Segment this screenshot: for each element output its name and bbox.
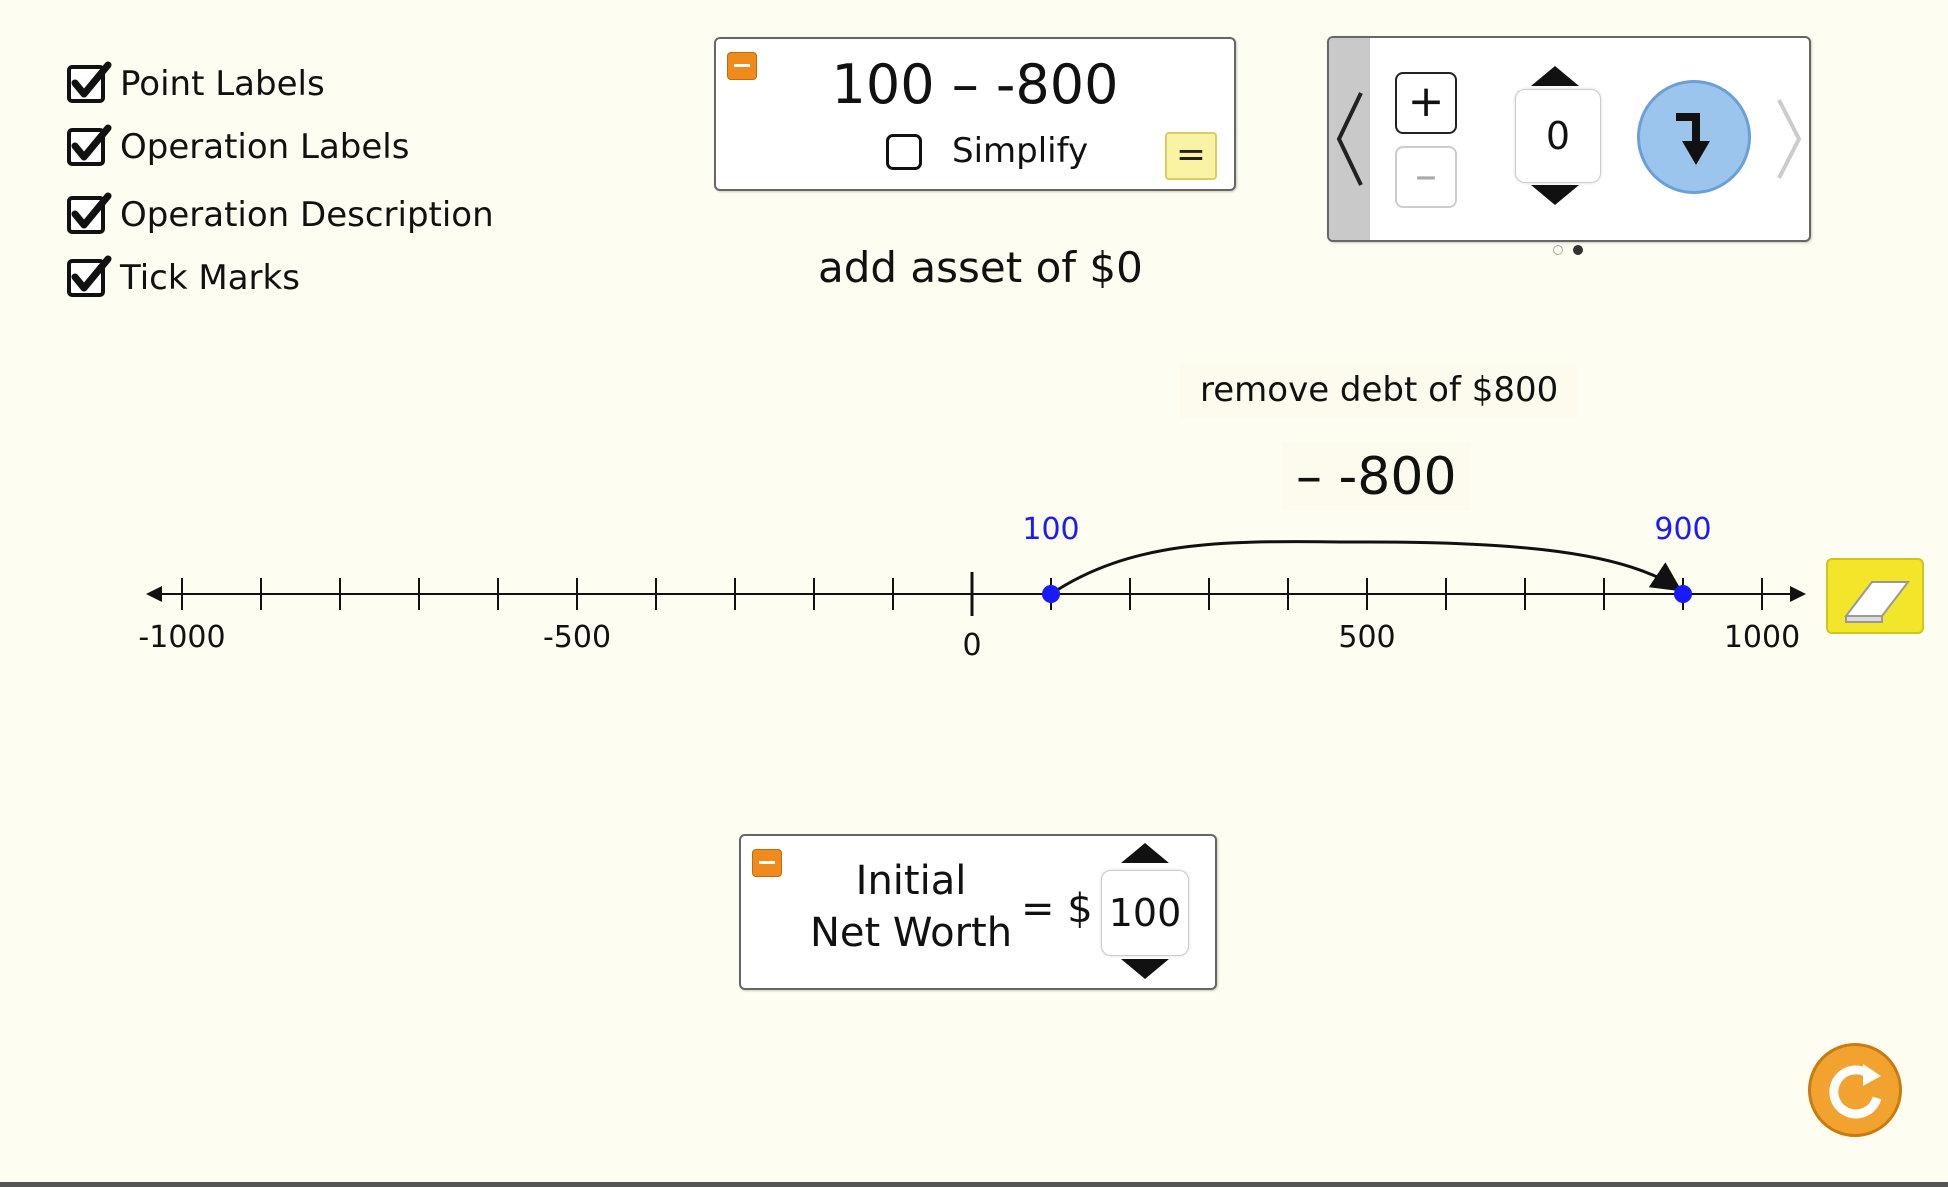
value-increment-arrow[interactable] <box>1531 66 1579 86</box>
option-point-labels[interactable]: Point Labels <box>66 60 325 108</box>
option-label: Tick Marks <box>120 258 300 298</box>
option-label: Operation Description <box>120 195 494 235</box>
minus-button[interactable]: – <box>1395 146 1457 208</box>
option-label: Operation Labels <box>120 127 410 167</box>
axis-right-arrow <box>1790 586 1806 602</box>
equals-dollar-label: = $ <box>1021 886 1093 932</box>
tick-label: -1000 <box>138 620 226 655</box>
tick-label: -500 <box>542 620 612 655</box>
operation-arc <box>1050 540 1682 596</box>
eraser-icon <box>1843 581 1911 623</box>
net-worth-increment-arrow[interactable] <box>1121 843 1169 863</box>
reset-button[interactable] <box>1808 1043 1902 1137</box>
initial-net-worth-panel: Initial Net Worth = $ 100 <box>739 834 1217 990</box>
page-dot-active[interactable] <box>1573 245 1583 255</box>
start-point-label: 100 <box>1022 512 1080 547</box>
operation-description-label: remove debt of $800 <box>1180 362 1579 418</box>
step-button[interactable] <box>1637 80 1751 194</box>
end-point-label: 900 <box>1654 512 1712 547</box>
chevron-right-icon <box>1777 99 1802 179</box>
checkbox-checked-icon[interactable] <box>66 124 112 170</box>
checkbox-checked-icon[interactable] <box>66 255 112 301</box>
collapse-button[interactable] <box>727 52 757 80</box>
carousel-prev-button[interactable] <box>1329 38 1370 240</box>
start-point <box>1042 585 1060 603</box>
tick-label: 0 <box>962 628 982 663</box>
simplify-checkbox[interactable] <box>886 134 922 170</box>
option-tick-marks[interactable]: Tick Marks <box>66 254 300 302</box>
step-down-arrow-icon <box>1676 113 1710 165</box>
carousel-page-indicator <box>1553 245 1589 257</box>
expression-panel: 100 – -800 Simplify = <box>714 37 1236 191</box>
carousel-next-button[interactable] <box>1769 38 1809 240</box>
value-decrement-arrow[interactable] <box>1531 185 1579 205</box>
net-worth-title-line2: Net Worth <box>809 910 1013 956</box>
option-operation-description[interactable]: Operation Description <box>66 191 494 239</box>
reset-icon <box>1829 1064 1882 1119</box>
operator-value-display[interactable]: 0 <box>1515 89 1601 183</box>
page-dot[interactable] <box>1553 245 1563 255</box>
option-operation-labels[interactable]: Operation Labels <box>66 123 409 171</box>
checkbox-checked-icon[interactable] <box>66 192 112 238</box>
checkbox-checked-icon[interactable] <box>66 61 112 107</box>
tick-label: 1000 <box>1723 620 1801 655</box>
number-line <box>146 540 1806 616</box>
end-point <box>1674 585 1692 603</box>
operator-panel: + – 0 <box>1327 36 1811 242</box>
eraser-button[interactable] <box>1826 558 1924 634</box>
plus-button[interactable]: + <box>1395 72 1457 134</box>
option-label: Point Labels <box>120 64 325 104</box>
net-worth-decrement-arrow[interactable] <box>1121 959 1169 979</box>
bottom-divider <box>0 1182 1948 1187</box>
chevron-left-icon <box>1336 92 1363 186</box>
collapse-button[interactable] <box>752 849 782 877</box>
operation-label: – -800 <box>1282 443 1471 511</box>
axis-left-arrow <box>146 586 162 602</box>
net-worth-title-line1: Initial <box>855 858 967 904</box>
simplify-label: Simplify <box>952 131 1089 171</box>
operation-description: add asset of $0 <box>818 243 1143 292</box>
expression-text: 100 – -800 <box>831 53 1119 116</box>
net-worth-value[interactable]: 100 <box>1101 870 1189 956</box>
tick-label: 500 <box>1338 620 1396 655</box>
equals-button[interactable]: = <box>1165 132 1217 180</box>
